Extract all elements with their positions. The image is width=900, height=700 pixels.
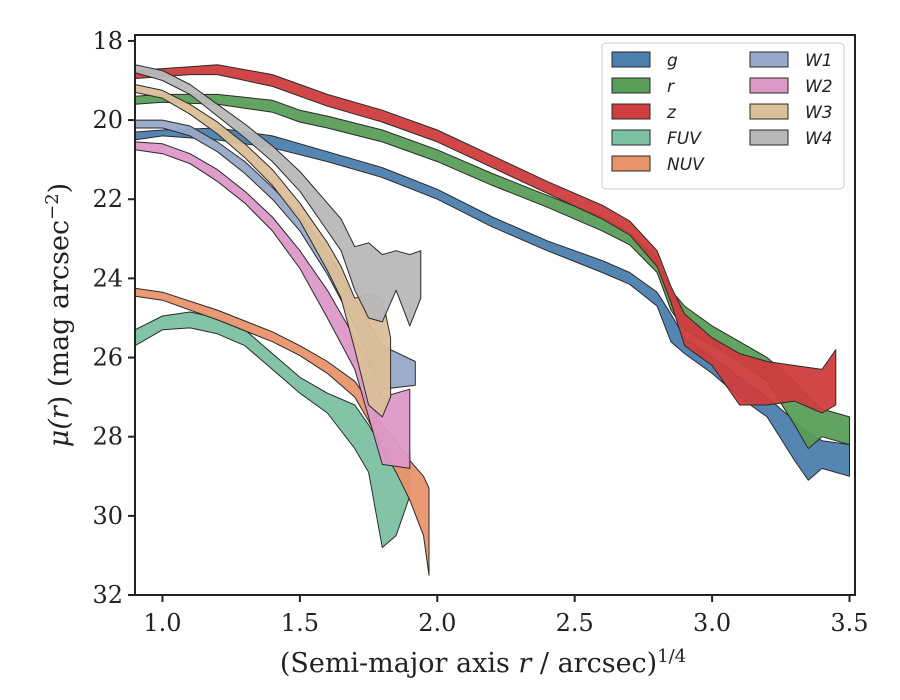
y-tick-label: 22 [92,185,123,213]
legend-item-r: r [611,77,675,97]
legend-label: W1 [805,51,833,71]
plot-frame [134,34,856,596]
legend-swatch [749,77,789,94]
legend-swatch [611,77,651,94]
legend-label: FUV [667,129,702,149]
legend-label: W2 [805,77,833,97]
y-tick-label: 20 [92,106,123,134]
legend-swatch [749,103,789,120]
legend-swatch [749,129,789,146]
profile-bands [135,64,850,576]
legend-item-w2: W2 [749,77,833,97]
x-axis-ticks: 1.0 1.5 2.0 2.5 3.0 3.5 [143,595,869,637]
y-tick-label: 24 [92,264,123,292]
band-g [135,127,850,481]
legend-label: W4 [805,129,833,149]
legend-label: W3 [805,103,833,123]
legend-label: z [666,103,677,123]
y-axis-title: μ(r) (mag arcsec−2) [42,183,76,447]
y-tick-label: 32 [92,581,123,609]
x-tick-label: 3.0 [693,609,731,637]
y-tick-label: 28 [92,423,123,451]
legend-item-nuv: NUV [611,155,705,175]
band-nuv [135,287,430,576]
legend: grz FUV NUV W1 W2 W3 W4 [601,42,845,190]
x-tick-label: 3.5 [830,609,868,637]
x-tick-label: 2.5 [556,609,594,637]
legend-swatch [611,155,651,172]
y-tick-label: 26 [92,344,123,372]
legend-item-w3: W3 [749,103,833,123]
legend-swatch [611,103,651,120]
y-tick-label: 18 [92,27,123,55]
y-axis-ticks: 18 20 22 24 26 28 30 32 [92,27,135,609]
legend-item-fuv: FUV [611,129,702,149]
x-tick-label: 1.0 [143,609,181,637]
band-r [135,93,850,450]
legend-label: g [667,51,678,71]
legend-label: NUV [667,155,705,175]
band-w3 [135,84,392,418]
legend-item-z: z [611,103,677,123]
legend-swatch [611,51,651,68]
legend-item-g: g [611,51,678,71]
y-tick-label: 30 [92,502,123,530]
band-w2 [135,141,411,469]
legend-swatch [611,129,651,146]
legend-label: r [667,77,675,97]
x-tick-label: 1.5 [281,609,319,637]
x-tick-label: 2.0 [418,609,456,637]
legend-swatch [749,51,789,68]
band-w4 [135,64,422,327]
x-axis-title: (Semi-major axis r / arcsec)1/4 [280,646,686,680]
band-z [135,64,837,414]
legend-item-w4: W4 [749,129,833,149]
legend-item-w1: W1 [749,51,833,71]
